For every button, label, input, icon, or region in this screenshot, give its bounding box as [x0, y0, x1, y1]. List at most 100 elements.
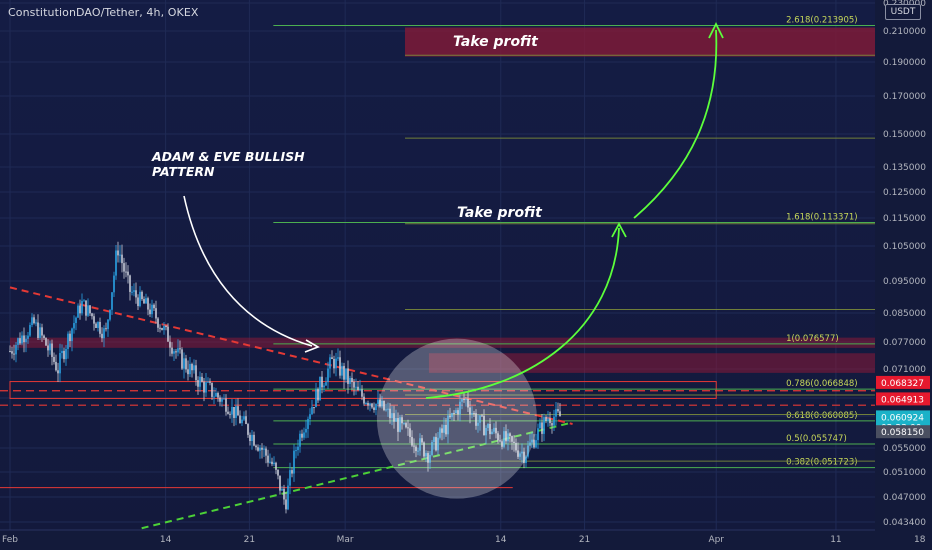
candle: [37, 322, 39, 338]
candle: [207, 381, 209, 383]
pattern-title: ADAM & EVE BULLISH PATTERN: [152, 149, 305, 179]
candle: [239, 415, 241, 424]
candle: [337, 357, 339, 359]
white-pointer-arrow: [183, 195, 313, 347]
candle: [201, 376, 203, 382]
candle: [89, 305, 91, 314]
candle: [175, 351, 177, 353]
candle: [235, 406, 237, 419]
candle: [45, 338, 47, 346]
candle: [527, 445, 529, 457]
candle: [437, 437, 439, 451]
price-tick: 0.095000: [883, 277, 926, 287]
candle: [23, 335, 25, 343]
candle: [353, 381, 355, 388]
candle: [523, 451, 525, 464]
candle: [103, 328, 105, 339]
candle: [189, 363, 191, 375]
candle: [299, 433, 301, 447]
candle: [545, 417, 547, 421]
take-profit-label-lower: Take profit: [457, 205, 542, 221]
candle: [515, 442, 517, 451]
candle: [363, 396, 365, 404]
price-tick: 0.043400: [883, 518, 926, 528]
candle: [25, 338, 27, 343]
candle: [275, 462, 277, 470]
candle: [183, 358, 185, 369]
white-arrowhead: [304, 339, 320, 353]
candle: [393, 413, 395, 422]
ascending-trendline: [141, 421, 573, 530]
candle: [303, 432, 305, 438]
candle: [15, 344, 17, 355]
candle: [205, 382, 207, 393]
resistance-zone-lower: [428, 353, 875, 373]
candle: [269, 461, 271, 463]
candle: [401, 417, 403, 424]
candle: [397, 418, 399, 432]
candle: [317, 389, 319, 401]
price-label-box: [876, 425, 930, 439]
pattern-title-line2: PATTERN: [152, 164, 215, 179]
neckline-box: [9, 381, 717, 399]
candles: [9, 241, 561, 514]
candle: [367, 403, 369, 406]
candle: [27, 335, 29, 339]
candle: [277, 469, 279, 476]
currency-badge[interactable]: USDT: [885, 4, 921, 20]
candle: [365, 403, 367, 405]
candle: [107, 319, 109, 330]
price-tick: 0.190000: [883, 58, 926, 68]
candle: [379, 399, 381, 407]
candle: [447, 415, 449, 435]
candle: [145, 298, 147, 304]
candle: [161, 328, 163, 330]
price-label-box: [876, 392, 930, 406]
candle: [455, 410, 457, 414]
candle: [19, 338, 21, 344]
price-axis[interactable]: 0.2300000.2100000.1900000.1700000.150000…: [875, 0, 932, 550]
candle: [457, 410, 459, 415]
fib-levels[interactable]: 2.618(0.213905) 1.618(0.113371) 1(0.076577…: [273, 16, 932, 469]
candle: [283, 488, 285, 500]
fib-level-label: 1.618(0.113371): [786, 213, 858, 223]
candle: [267, 455, 269, 463]
candle: [419, 438, 421, 451]
candle: [461, 398, 463, 402]
fib-level-label: 0.786(0.066848): [786, 379, 858, 389]
candle: [13, 353, 15, 355]
candle: [21, 335, 23, 344]
candle: [117, 250, 119, 256]
candle: [427, 453, 429, 463]
drawings[interactable]: [183, 21, 724, 499]
time-axis[interactable]: Feb1421Mar1421Apr1118May: [0, 529, 932, 550]
candle: [97, 321, 99, 328]
candle: [197, 380, 199, 387]
candle: [261, 447, 263, 450]
candle: [357, 386, 359, 391]
candle: [171, 347, 173, 354]
candle: [289, 470, 291, 486]
candle: [151, 304, 153, 315]
candle: [257, 447, 259, 451]
candle: [153, 304, 155, 309]
candle: [109, 309, 111, 320]
candle: [373, 407, 375, 411]
candle: [73, 323, 75, 329]
candle: [307, 418, 309, 429]
candle: [511, 436, 513, 442]
trendlines[interactable]: [0, 286, 875, 530]
candle: [17, 338, 19, 345]
candle: [221, 398, 223, 402]
candle: [431, 442, 433, 455]
candle: [473, 413, 475, 415]
candle: [445, 424, 447, 435]
candle: [147, 298, 149, 310]
candle: [509, 433, 511, 437]
candle: [293, 450, 295, 474]
time-axis-bg: [0, 530, 932, 550]
candle: [203, 381, 205, 393]
fib-level-label: 2.618(0.213905): [786, 16, 858, 26]
